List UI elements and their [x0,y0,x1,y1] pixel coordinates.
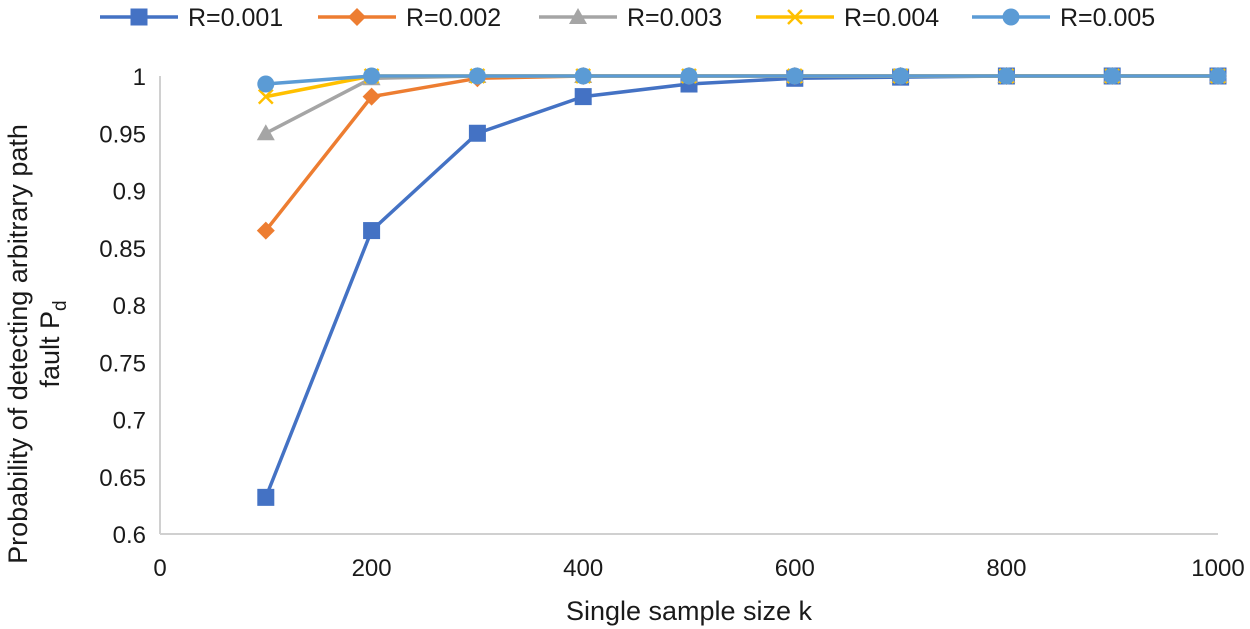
y-tick-label: 0.9 [113,179,146,206]
data-point [997,67,1015,85]
data-point [256,221,275,240]
y-tick-label: 0.7 [113,408,146,435]
series-group [256,67,1227,506]
legend-label: R=0.005 [1060,4,1155,32]
y-tick-label: 0.8 [113,293,146,320]
y-tick-label: 0.65 [99,465,146,492]
legend-label: R=0.004 [844,4,939,32]
x-tick-label: 400 [563,555,603,582]
legend-item: R=0.005 [972,4,1155,32]
x-tick-label: 1000 [1191,555,1244,582]
legend-item: R=0.004 [756,4,939,32]
series-R=0.003 [256,67,1227,141]
data-point [363,222,381,240]
data-point [363,67,381,85]
x-tick-label: 0 [153,555,166,582]
legend-label: R=0.003 [627,4,722,32]
legend-item: R=0.002 [318,4,501,32]
data-point [468,124,486,142]
series-R=0.002 [256,67,1227,240]
data-point [892,67,910,85]
data-point [1103,67,1121,85]
legend-marker [348,8,366,26]
data-point [257,488,275,506]
y-axis-title-main: fault P [35,311,65,388]
series-R=0.001 [257,67,1227,506]
x-tick-labels: 0 200 400 600 800 1000 [153,555,1244,582]
x-tick-label: 800 [986,555,1026,582]
y-tick-labels: 0.6 0.65 0.7 0.75 0.8 0.85 0.9 0.95 1 [99,64,146,549]
y-tick-label: 0.75 [99,350,146,377]
y-axis-title-line2: fault Pd [35,300,71,387]
data-point [257,75,275,93]
axes [159,76,1218,535]
data-point [468,67,486,85]
legend-item: R=0.003 [539,4,722,32]
legend-marker [787,9,803,25]
series-line [265,74,1218,86]
data-point [1209,67,1227,85]
x-axis-title: Single sample size k [566,596,813,626]
data-point [362,87,381,106]
data-point [256,124,275,141]
series-line [264,74,1218,232]
legend-marker [569,8,587,24]
data-point [680,67,698,85]
legend-marker [1002,8,1020,26]
data-point [574,67,592,85]
data-point [257,88,274,105]
series-line [264,74,1218,499]
y-tick-label: 1 [133,64,146,91]
x-tick-label: 600 [775,555,815,582]
y-tick-label: 0.85 [99,236,146,263]
legend-marker [130,8,148,26]
data-point [574,88,592,106]
x-tick-label: 200 [352,555,392,582]
y-axis-title-line1: Probability of detecting arbitrary path [3,124,33,564]
y-tick-label: 0.6 [113,522,146,549]
y-axis-title-subscript: d [50,300,71,311]
series-line [264,74,1218,135]
legend-label: R=0.001 [188,4,283,32]
data-point [786,67,804,85]
series-R=0.005 [257,67,1227,93]
legend: R=0.001 R=0.002 R=0.003 R=0.004 R=0.005 [100,4,1155,32]
series-R=0.004 [257,68,1226,105]
legend-label: R=0.002 [406,4,501,32]
legend-item: R=0.001 [100,4,283,32]
y-tick-label: 0.95 [99,121,146,148]
